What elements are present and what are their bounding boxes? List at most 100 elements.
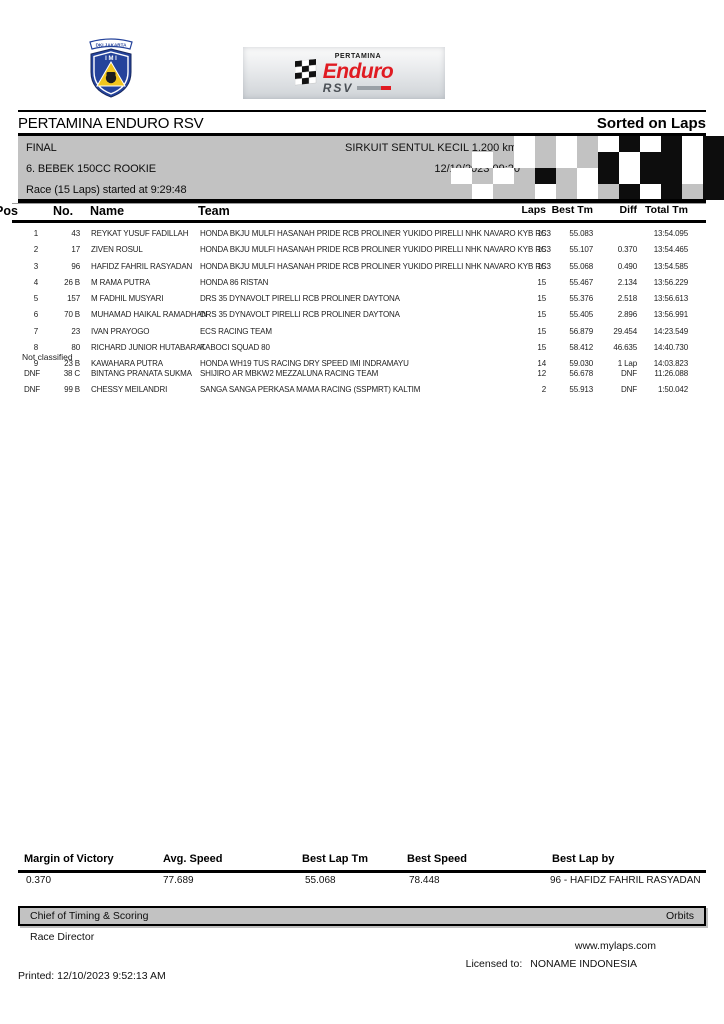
table-top-rule [12,203,706,204]
cell-pos: DNF [24,369,40,378]
checker-cell [577,184,598,200]
cell-no: 70 B [64,310,80,320]
cell-pos: 8 [33,343,38,353]
cell-team: HONDA BKJU MULFI HASANAH PRIDE RCB PROLI… [200,229,551,238]
cell-laps: 15 [537,343,546,353]
checker-cell [493,152,514,168]
checker-cell [619,152,640,168]
licensed-label: Licensed to: [465,958,523,970]
cell-total: 11:26.088 [654,369,688,378]
banner-brand: PERTAMINA [334,52,382,60]
cell-total: 14:23.549 [653,326,688,336]
table-row: 9 23 B KAWAHARA PUTRA HONDA WH19 TUS RACING… [0,356,724,372]
checker-cell [682,168,703,184]
banner-subtitle: RSV [323,82,394,94]
pertamina-enduro-banner: PERTAMINA Enduro RSV [243,47,445,99]
table-header-rule [12,220,706,223]
checker-cell [556,168,577,184]
cell-no: 17 [71,245,80,255]
summary-label: Best Speed [407,853,467,865]
checker-cell [451,184,472,200]
shield-icon: DKI JAKARTA I M I [89,38,133,98]
checker-cell [703,152,724,168]
class-label: 6. BEBEK 150CC ROOKIE [26,163,156,175]
cell-name: MUHAMAD HAIKAL RAMADHAN [91,310,208,320]
cell-diff: 1 Lap [617,359,637,369]
checker-cell [682,136,703,152]
cell-diff: DNF [621,369,637,378]
cell-pos: 7 [33,326,38,336]
table-row: 7 23 IVAN PRAYOGO ECS RACING TEAM 15 56.879 29… [0,324,724,340]
table-row: 2 17 ZIVEN ROSUL HONDA BKJU MULFI HASANAH P… [0,242,724,258]
licensed-to: Licensed to: NONAME INDONESIA [440,958,637,970]
cell-best: 58.412 [569,343,593,353]
table-row: 3 96 HAFIDZ FAHRIL RASYADAN HONDA BKJU MULF… [0,259,724,275]
checker-cell [514,184,535,200]
info-bottom-rule [18,199,706,203]
cell-laps: 14 [537,359,546,369]
mylaps-link: www.mylaps.com [574,940,656,952]
cell-best: 59.030 [569,359,593,369]
checker-cell [535,168,556,184]
not-classified-row: DNF 99 B CHESSY MEILANDRI SANGA SANGA PERKA… [0,382,724,398]
cell-laps: 15 [537,310,546,320]
checker-cell [682,184,703,200]
checker-cell [472,136,493,152]
cell-diff: DNF [621,385,637,395]
cell-pos: 1 [33,229,38,238]
checker-cell [493,136,514,152]
race-summary: Margin of Victory 0.370 Avg. Speed 77.689 Be… [18,853,706,893]
table-row: 4 26 B M RAMA PUTRA HONDA 86 RISTAN 15 55.467… [0,275,724,291]
cell-no: 157 [67,294,80,304]
cell-laps: 15 [537,277,546,287]
cell-no: 38 C [63,369,80,378]
checker-cell [703,136,724,152]
cell-total: 14:03.823 [653,359,688,369]
timing-scoring-bar: Chief of Timing & Scoring Orbits [18,906,706,926]
cell-total: 14:40.730 [653,343,688,353]
checker-cell [535,152,556,168]
svg-text:I M I: I M I [105,56,117,62]
checker-cell [472,168,493,184]
col-laps: Laps [521,204,546,216]
cell-name: M FADHIL MUSYARI [91,294,164,304]
summary-rule [18,870,706,873]
cell-laps: 15 [537,326,546,336]
cell-best: 55.467 [569,277,593,287]
cell-laps: 12 [537,369,546,378]
cell-best: 55.405 [569,310,593,320]
cell-diff: 29.454 [613,326,637,336]
cell-pos: 2 [33,245,38,255]
checker-cell [619,136,640,152]
licensed-value: NONAME INDONESIA [530,958,637,970]
cell-laps: 2 [541,385,546,395]
checker-cell [640,152,661,168]
checker-cell [493,184,514,200]
summary-label: Best Lap by [552,853,615,865]
cell-name: RICHARD JUNIOR HUTABARAT [91,343,206,353]
cell-laps: 15 [537,229,546,238]
cell-pos: 6 [33,310,38,320]
cell-total: 13:56.613 [653,294,688,304]
banner-title: Enduro [322,59,394,83]
checker-cell [451,136,472,152]
race-start-label: Race (15 Laps) started at 9:29:48 [26,184,187,196]
cell-total: 13:54.465 [653,245,688,255]
cell-best: 55.913 [569,385,593,395]
cell-best: 55.068 [569,261,593,271]
table-row: 5 157 M FADHIL MUSYARI DRS 35 DYNAVOLT PIRE… [0,291,724,307]
cell-team: ECS RACING TEAM [200,326,272,336]
not-classified-row: DNF 38 C BINTANG PRANATA SUKMA SHIJIRO AR M… [0,366,724,382]
cell-total: 1:50.042 [658,385,688,395]
checker-cell [514,168,535,184]
title-top-rule [18,110,706,112]
checker-cell [577,136,598,152]
page-title: PERTAMINA ENDURO RSV [18,114,204,132]
checker-cell [703,184,724,200]
timing-scoring-label: Chief of Timing & Scoring [30,910,149,922]
checker-cell [472,152,493,168]
cell-name: KAWAHARA PUTRA [91,359,163,369]
col-name: Name [90,204,125,218]
not-classified-rows: DNF 38 C BINTANG PRANATA SUKMA SHIJIRO AR M… [0,366,724,399]
